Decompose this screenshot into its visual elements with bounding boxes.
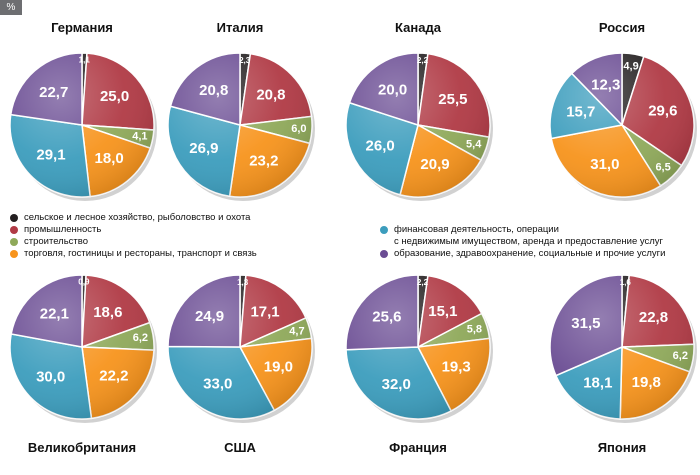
legend-item-industry: промышленность xyxy=(10,224,370,236)
slice-label-industry: 25,5 xyxy=(438,91,467,108)
slice-label-industry: 18,6 xyxy=(93,304,122,321)
slice-label-finance: 18,1 xyxy=(583,374,612,391)
pie-title: Германия xyxy=(51,20,113,35)
slice-label-trade: 19,0 xyxy=(264,358,293,375)
slice-label-agriculture: 1,6 xyxy=(620,278,632,287)
slice-label-education: 24,9 xyxy=(195,308,224,325)
slice-label-industry: 25,0 xyxy=(100,88,129,105)
slice-label-finance: 26,0 xyxy=(366,137,395,154)
slice-label-agriculture: 4,9 xyxy=(623,61,638,73)
slice-label-finance: 29,1 xyxy=(36,147,65,164)
slice-label-trade: 18,0 xyxy=(95,150,124,167)
legend-item-agriculture: сельское и лесное хозяйство, рыболовство… xyxy=(10,212,370,224)
legend-label: образование, здравоохранение, социальные… xyxy=(394,248,666,259)
slice-label-construction: 6,2 xyxy=(673,350,688,362)
slice-label-industry: 22,8 xyxy=(639,309,668,326)
legend-label: строительство xyxy=(24,236,89,247)
pie-chart: Великобритания 0,9 18,6 6,2 22,2 30,0 22,1 xyxy=(9,274,157,455)
legend-swatch-finance xyxy=(380,226,388,234)
slice-label-education: 25,6 xyxy=(372,309,401,326)
slice-label-construction: 5,8 xyxy=(467,323,482,335)
slice-label-education: 12,3 xyxy=(591,76,620,93)
pie-title: Великобритания xyxy=(28,440,136,455)
pie-title: Италия xyxy=(217,20,264,35)
slice-label-finance: 33,0 xyxy=(203,376,232,393)
legend-left: сельское и лесное хозяйство, рыболовство… xyxy=(10,212,370,260)
legend-item-construction: строительство xyxy=(10,236,370,248)
slice-label-industry: 15,1 xyxy=(428,303,457,320)
legend-label: торговля, гостиницы и рестораны, транспо… xyxy=(24,248,257,259)
slice-label-finance: 15,7 xyxy=(566,104,595,121)
slice-label-education: 22,1 xyxy=(40,305,69,322)
slice-label-trade: 20,9 xyxy=(420,156,449,173)
pie-title: Япония xyxy=(598,440,647,455)
pie-chart: Италия 2,3 20,8 6,0 23,2 26,9 20,8 xyxy=(167,20,315,201)
slice-label-construction: 4,1 xyxy=(132,131,147,143)
legend-item-finance: финансовая деятельность, операции с недв… xyxy=(380,224,695,248)
pie-title: США xyxy=(224,440,256,455)
legend-label: промышленность xyxy=(24,224,102,235)
slice-label-industry: 17,1 xyxy=(250,303,279,320)
slice-label-trade: 19,8 xyxy=(632,374,661,391)
legend-swatch-agriculture xyxy=(10,214,18,222)
slice-label-agriculture: 1,1 xyxy=(79,56,91,65)
pie-chart: Германия 1,1 25,0 4,1 18,0 29,1 22,7 xyxy=(9,20,157,201)
slice-label-construction: 4,7 xyxy=(289,325,304,337)
slice-label-finance: 32,0 xyxy=(382,376,411,393)
legend-right: финансовая деятельность, операции с недв… xyxy=(380,224,695,260)
slice-label-agriculture: 2,3 xyxy=(239,56,251,65)
pie-chart: Канада 2,2 25,5 5,4 20,9 26,0 20,0 xyxy=(345,20,493,201)
pie-chart: Франция 2,2 15,1 5,8 19,3 32,0 25,6 xyxy=(345,274,493,455)
slice-label-agriculture: 1,3 xyxy=(237,278,249,287)
slice-label-industry: 29,6 xyxy=(648,102,677,119)
slice-label-agriculture: 2,2 xyxy=(417,56,429,65)
legend-label: сельское и лесное хозяйство, рыболовство… xyxy=(24,212,251,223)
unit-badge: % xyxy=(0,0,22,15)
slice-label-education: 20,8 xyxy=(199,82,228,99)
legend-swatch-construction xyxy=(10,238,18,246)
slice-label-construction: 6,0 xyxy=(291,123,306,135)
slice-label-trade: 23,2 xyxy=(249,153,278,170)
slice-label-agriculture: 0,9 xyxy=(78,278,90,287)
pie-title: Канада xyxy=(395,20,442,35)
pie-title: Франция xyxy=(389,440,447,455)
slice-label-trade: 19,3 xyxy=(442,359,471,376)
slice-label-trade: 31,0 xyxy=(590,156,619,173)
legend-swatch-trade xyxy=(10,250,18,258)
slice-label-agriculture: 2,2 xyxy=(417,278,429,287)
slice-label-industry: 20,8 xyxy=(256,86,285,103)
slice-label-construction: 6,5 xyxy=(655,161,670,173)
pie-title: Россия xyxy=(599,20,645,35)
legend-swatch-industry xyxy=(10,226,18,234)
slice-label-education: 20,0 xyxy=(378,82,407,99)
legend-item-trade: торговля, гостиницы и рестораны, транспо… xyxy=(10,248,370,260)
pie-chart: Япония 1,6 22,8 6,2 19,8 18,1 31,5 xyxy=(549,274,697,455)
pie-chart: Россия 4,9 29,6 6,5 31,0 15,7 12,3 xyxy=(549,20,697,201)
legend-swatch-education xyxy=(380,250,388,258)
pie-chart: США 1,3 17,1 4,7 19,0 33,0 24,9 xyxy=(167,274,315,455)
legend-label: финансовая деятельность, операции с недв… xyxy=(394,224,664,247)
legend-item-education: образование, здравоохранение, социальные… xyxy=(380,248,695,260)
slice-label-finance: 26,9 xyxy=(189,140,218,157)
slice-label-construction: 6,2 xyxy=(133,332,148,344)
slice-label-education: 22,7 xyxy=(39,84,68,101)
slice-label-trade: 22,2 xyxy=(99,368,128,385)
slice-label-finance: 30,0 xyxy=(36,368,65,385)
slice-label-education: 31,5 xyxy=(571,315,600,332)
slice-label-construction: 5,4 xyxy=(466,139,482,151)
